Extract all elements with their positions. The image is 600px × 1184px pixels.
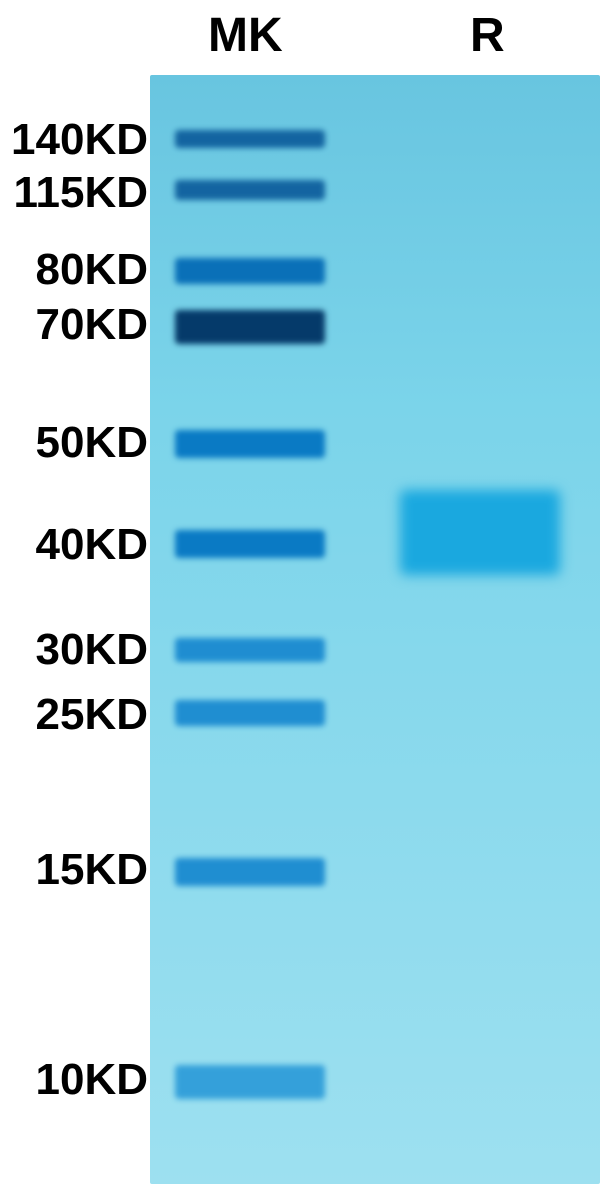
mw-label: 25KD [36,690,149,740]
mw-label: 70KD [36,300,149,350]
marker-band [175,530,325,558]
mw-label: 50KD [36,418,149,468]
mw-label: 140KD [11,115,148,165]
mw-label: 10KD [36,1055,149,1105]
marker-band [175,638,325,662]
mw-label: 115KD [13,168,148,218]
mw-label: 15KD [36,845,149,895]
marker-band [175,180,325,200]
marker-band [175,1065,325,1099]
marker-band [175,258,325,284]
gel-background [150,75,600,1184]
gel-figure: MK R 140KD115KD 80KD70KD 50KD 40KD 30KD 25KD 1… [0,0,600,1184]
marker-band [175,430,325,458]
marker-band [175,858,325,886]
marker-band [175,130,325,148]
sample-lane-header: R [470,8,505,63]
mw-label: 30KD [36,625,149,675]
marker-band [175,700,325,726]
mw-label: 40KD [36,520,149,570]
marker-lane-header: MK [208,8,283,63]
sample-band [400,490,560,575]
marker-band [175,310,325,344]
mw-label: 80KD [36,245,149,295]
